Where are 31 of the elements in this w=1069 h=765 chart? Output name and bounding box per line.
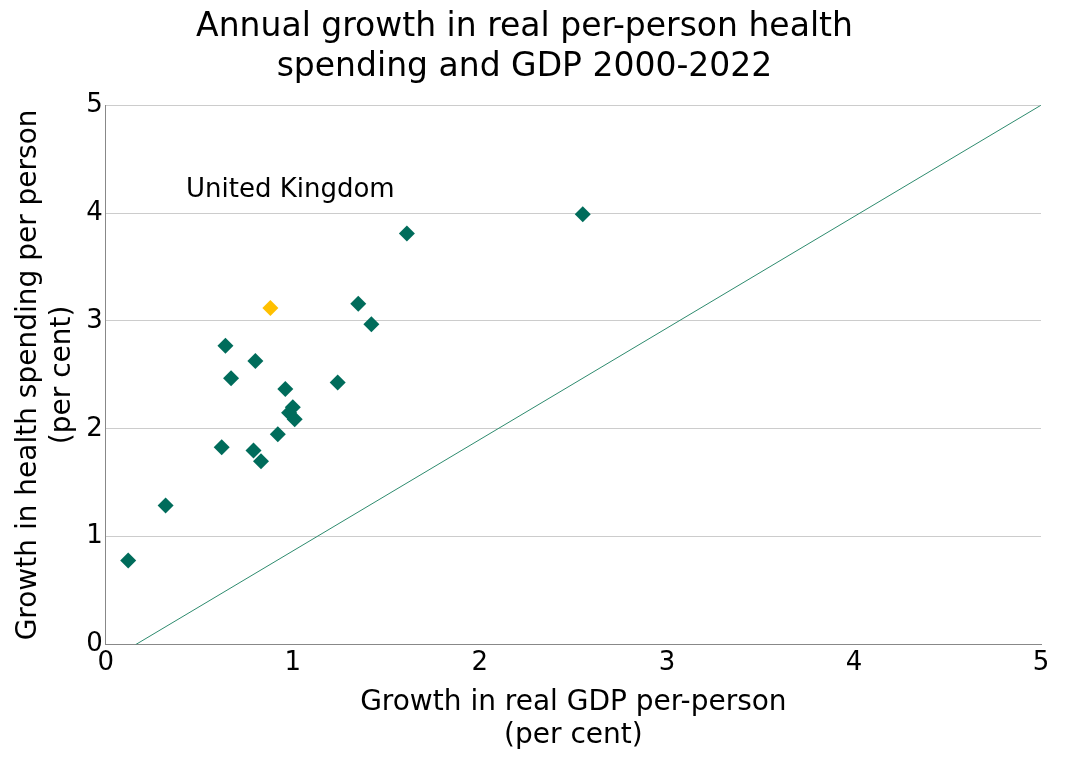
point [245, 442, 262, 459]
y-axis-title: Growth in health spending per person (per cent) [10, 109, 77, 641]
point [398, 225, 415, 242]
point [120, 552, 137, 569]
point [217, 337, 234, 354]
y-tick-label: 5 [86, 87, 103, 118]
x-tick-label: 2 [471, 645, 489, 676]
point [269, 426, 286, 443]
y-tick-label: 4 [86, 195, 103, 226]
point [247, 352, 264, 369]
y-tick-label: 1 [86, 519, 103, 550]
x-tick-label: 3 [658, 645, 676, 676]
point [223, 370, 240, 387]
point [157, 497, 174, 514]
y-tick-label: 3 [86, 303, 103, 334]
x-tick-label: 1 [284, 645, 302, 676]
point [574, 206, 591, 223]
point [262, 300, 279, 317]
point [329, 374, 346, 391]
point [286, 411, 303, 428]
point [350, 295, 367, 312]
y-tick-label: 2 [86, 411, 103, 442]
point [253, 453, 269, 470]
text: United Kingdom [186, 172, 395, 203]
point [213, 439, 230, 456]
x-tick-label: 5 [1032, 645, 1050, 676]
x-tick-label: 4 [845, 645, 863, 676]
point [363, 316, 380, 333]
point [277, 380, 294, 397]
x-axis-title: Growth in real GDP per-person (per cent) [360, 683, 787, 751]
chart-title: Annual growth in real per-person health spending and GDP 2000-2022 [196, 5, 853, 84]
